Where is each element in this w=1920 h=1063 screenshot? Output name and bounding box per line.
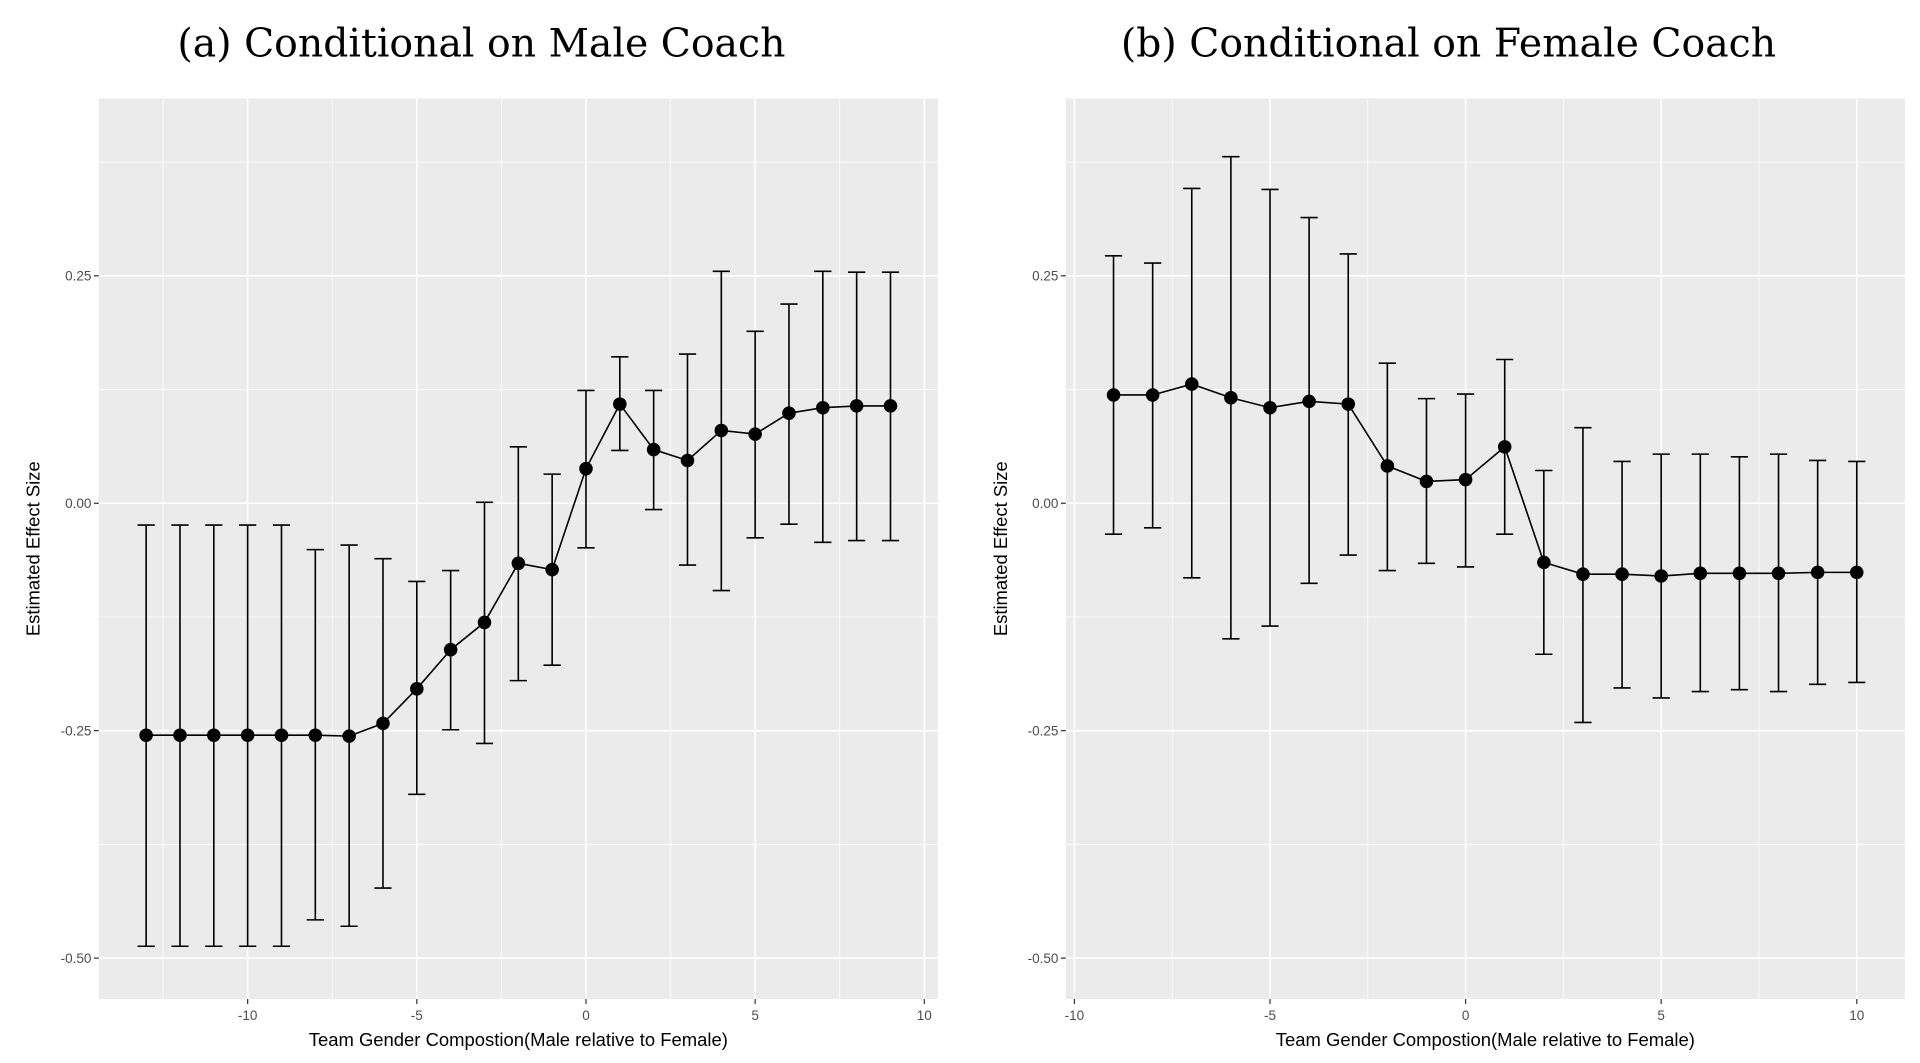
panel-a-data-point xyxy=(545,562,559,577)
panel-a-data-point xyxy=(680,453,695,468)
panel-a-y-tick-label: 0.25 xyxy=(65,269,91,284)
panel-b-y-tick-label: 0.25 xyxy=(1032,269,1058,284)
panel-a-data-point xyxy=(240,728,255,742)
panel-a-data-point xyxy=(410,682,424,696)
panel-b-data-point xyxy=(1145,388,1160,402)
panel-b-x-axis-label: Team Gender Compostion(Male relative to … xyxy=(1276,1029,1695,1050)
panel-a-data-point xyxy=(477,615,492,630)
panel-a-x-tick-label: -10 xyxy=(238,1008,258,1023)
panel-a-data-point xyxy=(376,716,390,731)
panel-a-data-point xyxy=(646,442,661,457)
panel-a-data-point xyxy=(849,399,864,413)
panel-a-data-point xyxy=(274,728,289,742)
panel-b-title: (b) Conditional on Female Coach xyxy=(1121,21,1776,67)
panel-b-data-point xyxy=(1106,388,1121,402)
panel-b-y-tick-label: -0.25 xyxy=(1028,724,1059,739)
panel-b-data-point xyxy=(1302,394,1316,409)
panel-b-data-point xyxy=(1810,565,1825,580)
panel-b-data-point xyxy=(1576,567,1590,581)
panel-a-y-axis-label: Estimated Effect Size xyxy=(23,461,44,636)
panel-a-title: (a) Conditional on Male Coach xyxy=(177,21,785,67)
panel-b-data-point xyxy=(1771,566,1786,581)
panel-a-x-tick-label: -5 xyxy=(411,1008,423,1023)
panel-b-data-point xyxy=(1185,377,1199,391)
panel-a-plot: -10 -5 0 5 10 -0.50 -0.25 0.00 0.25 xyxy=(61,98,938,1023)
panel-a-data-point xyxy=(139,728,153,742)
panel-b-data-point xyxy=(1341,397,1356,411)
panel-b-data-point xyxy=(1732,566,1747,581)
panel-a-x-axis-label: Team Gender Compostion(Male relative to … xyxy=(309,1029,728,1050)
panel-a-x-tick-label: 5 xyxy=(751,1008,759,1023)
panel-a-data-point xyxy=(714,423,729,438)
panel-b-data-point xyxy=(1419,474,1434,489)
panel-b-data-point xyxy=(1537,555,1551,570)
panel-b-data-point xyxy=(1615,567,1629,581)
panel-a-data-point xyxy=(308,728,323,742)
panel-a-data-point xyxy=(342,729,356,743)
panel-a-data-point xyxy=(207,728,221,742)
panel-a: (a) Conditional on Male Coach Team Gende… xyxy=(23,21,938,1050)
panel-a-data-point xyxy=(748,427,762,441)
panel-a-data-point xyxy=(173,728,187,742)
panel-a-data-point xyxy=(883,399,898,413)
panel-a-data-point xyxy=(613,397,627,411)
panel-b-x-tick-label: -5 xyxy=(1264,1008,1276,1023)
panel-b-x-tick-label: 5 xyxy=(1657,1008,1665,1023)
panel-b-y-tick-label: -0.50 xyxy=(1028,951,1059,966)
panel-a-data-point xyxy=(782,406,796,420)
panel-b-y-axis-label: Estimated Effect Size xyxy=(990,461,1011,636)
panel-b-data-point xyxy=(1654,569,1668,583)
panel-b-x-tick-label: 0 xyxy=(1462,1008,1470,1023)
panel-b-data-point xyxy=(1693,566,1708,581)
panel-b-background xyxy=(1065,98,1905,1000)
panel-b-data-point xyxy=(1458,472,1473,487)
panel-a-x-tick-label: 10 xyxy=(917,1008,932,1023)
panel-a-data-point xyxy=(511,556,526,571)
panel-b-data-point xyxy=(1380,459,1395,473)
panel-a-x-tick-label: 0 xyxy=(582,1008,590,1023)
panel-b-data-point xyxy=(1497,440,1512,454)
panel-a-y-tick-label: 0.00 xyxy=(65,496,91,511)
panel-a-data-point xyxy=(443,642,458,657)
panel-a-y-tick-label: -0.25 xyxy=(61,724,92,739)
panel-b-data-point xyxy=(1224,390,1238,405)
panel-b-y-tick-label: 0.00 xyxy=(1032,496,1058,511)
panel-a-y-tick-label: -0.50 xyxy=(61,951,92,966)
panel-b-plot: -10 -5 0 5 10 -0.50 -0.25 0.00 0.25 xyxy=(1028,98,1905,1023)
panel-b-x-tick-label: 10 xyxy=(1849,1008,1864,1023)
panel-b-data-point xyxy=(1263,400,1277,415)
panel-b-x-tick-label: -10 xyxy=(1065,1008,1085,1023)
panel-a-data-point xyxy=(816,400,830,415)
panel-a-data-point xyxy=(579,461,593,476)
panel-b-data-point xyxy=(1850,565,1864,580)
panel-b: (b) Conditional on Female Coach Team Gen… xyxy=(990,21,1905,1050)
